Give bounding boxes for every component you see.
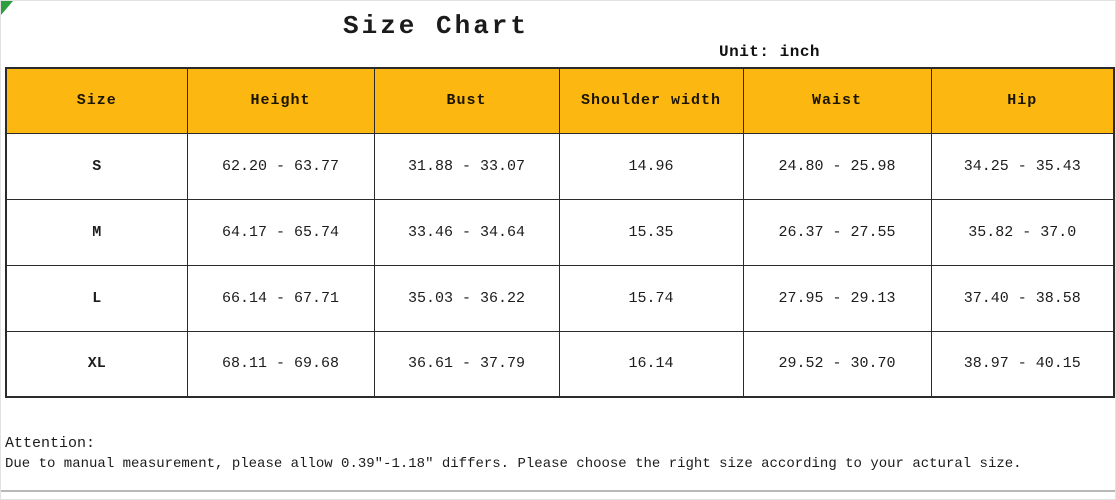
cell-size: XL — [5, 330, 188, 398]
attention-note: Due to manual measurement, please allow … — [5, 456, 1022, 472]
cell-height: 64.17 - 65.74 — [186, 198, 375, 266]
page-title: Size Chart — [342, 11, 530, 41]
table-header-row: Size Height Bust Shoulder width Waist Hi… — [5, 67, 1115, 134]
cell-waist: 24.80 - 25.98 — [742, 132, 932, 200]
table-row-l: L 66.14 - 67.71 35.03 - 36.22 15.74 27.9… — [5, 264, 1115, 332]
cell-shoulder-width: 15.74 — [558, 264, 744, 332]
cell-waist: 26.37 - 27.55 — [742, 198, 932, 266]
cell-size: L — [5, 264, 188, 332]
cell-bust: 36.61 - 37.79 — [373, 330, 560, 398]
table-row-xl: XL 68.11 - 69.68 36.61 - 37.79 16.14 29.… — [5, 330, 1115, 398]
cell-shoulder-width: 15.35 — [558, 198, 744, 266]
cell-height: 62.20 - 63.77 — [186, 132, 375, 200]
cell-height: 66.14 - 67.71 — [186, 264, 375, 332]
corner-fold-icon — [1, 1, 13, 15]
table-row-s: S 62.20 - 63.77 31.88 - 33.07 14.96 24.8… — [5, 132, 1115, 200]
cell-hip: 38.97 - 40.15 — [930, 330, 1115, 398]
col-header-shoulder-width: Shoulder width — [558, 67, 744, 134]
cell-bust: 33.46 - 34.64 — [373, 198, 560, 266]
bottom-divider — [1, 490, 1115, 492]
cell-shoulder-width: 14.96 — [558, 132, 744, 200]
attention-section: Attention: Due to manual measurement, pl… — [5, 434, 1022, 474]
unit-label: Unit: inch — [719, 43, 821, 61]
cell-bust: 31.88 - 33.07 — [373, 132, 560, 200]
cell-waist: 29.52 - 30.70 — [742, 330, 932, 398]
table-row-m: M 64.17 - 65.74 33.46 - 34.64 15.35 26.3… — [5, 198, 1115, 266]
col-header-bust: Bust — [373, 67, 560, 134]
cell-height: 68.11 - 69.68 — [186, 330, 375, 398]
cell-waist: 27.95 - 29.13 — [742, 264, 932, 332]
col-header-height: Height — [186, 67, 375, 134]
col-header-size: Size — [5, 67, 188, 134]
attention-label: Attention: — [5, 435, 96, 452]
cell-size: M — [5, 198, 188, 266]
cell-hip: 34.25 - 35.43 — [930, 132, 1115, 200]
cell-hip: 37.40 - 38.58 — [930, 264, 1115, 332]
cell-hip: 35.82 - 37.0 — [930, 198, 1115, 266]
size-chart-table: Size Height Bust Shoulder width Waist Hi… — [5, 67, 1115, 398]
cell-shoulder-width: 16.14 — [558, 330, 744, 398]
col-header-waist: Waist — [742, 67, 932, 134]
cell-size: S — [5, 132, 188, 200]
col-header-hip: Hip — [930, 67, 1115, 134]
cell-bust: 35.03 - 36.22 — [373, 264, 560, 332]
